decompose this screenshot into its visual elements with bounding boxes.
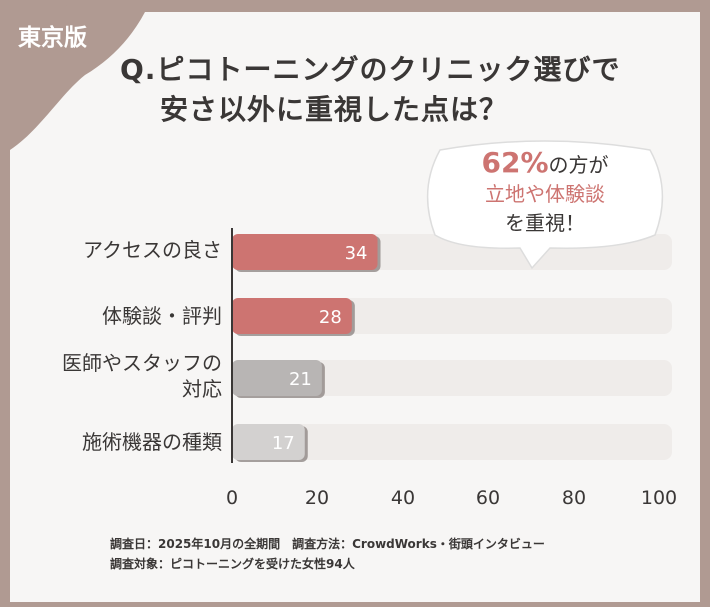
callout-line2: 立地や体験談	[485, 182, 605, 206]
footer-line-1: 調査日：2025年10月の全期間 調査方法：CrowdWorks・街頭インタビュ…	[110, 537, 545, 551]
bar-track	[232, 360, 672, 396]
bar-value-label: 17	[272, 433, 295, 454]
title-line-2: 安さ以外に重視した点は？	[160, 93, 509, 126]
x-tick-40: 40	[390, 487, 416, 509]
bar-value-label: 21	[289, 369, 312, 390]
x-tick-60: 60	[475, 487, 501, 509]
bar-value-label: 34	[345, 243, 368, 264]
category-label-reviews: 体験談・評判	[102, 304, 222, 328]
x-tick-0: 0	[225, 487, 239, 509]
title-line-1: Q.ピコトーニングのクリニック選びで	[120, 53, 621, 86]
x-tick-100: 100	[640, 487, 678, 509]
bar	[232, 424, 305, 460]
callout-line3: を重視！	[505, 211, 585, 235]
x-tick-80: 80	[561, 487, 587, 509]
bar	[232, 234, 378, 270]
bar-value-label: 28	[319, 307, 342, 328]
category-label-staff-line1: 医師やスタッフの	[62, 351, 222, 375]
callout-text: 62%の方が 立地や体験談 を重視！	[420, 148, 670, 238]
bar	[232, 360, 322, 396]
footer-line-2: 調査対象：ピコトーニングを受けた女性94人	[110, 557, 355, 571]
callout-line1: の方が	[548, 153, 609, 177]
category-label-access: アクセスの良さ	[83, 238, 222, 262]
region-badge: 東京版	[18, 25, 87, 51]
callout-percent: 62%	[481, 146, 549, 179]
category-label-staff-line2: 対応	[182, 377, 222, 401]
corner-badge-shape	[0, 0, 145, 160]
category-label-staff: 医師やスタッフの 対応	[62, 350, 222, 402]
category-label-equipment: 施術機器の種類	[82, 430, 222, 454]
speech-bubble	[426, 140, 664, 270]
bar	[232, 298, 352, 334]
bar-track	[232, 424, 672, 460]
x-tick-20: 20	[304, 487, 330, 509]
